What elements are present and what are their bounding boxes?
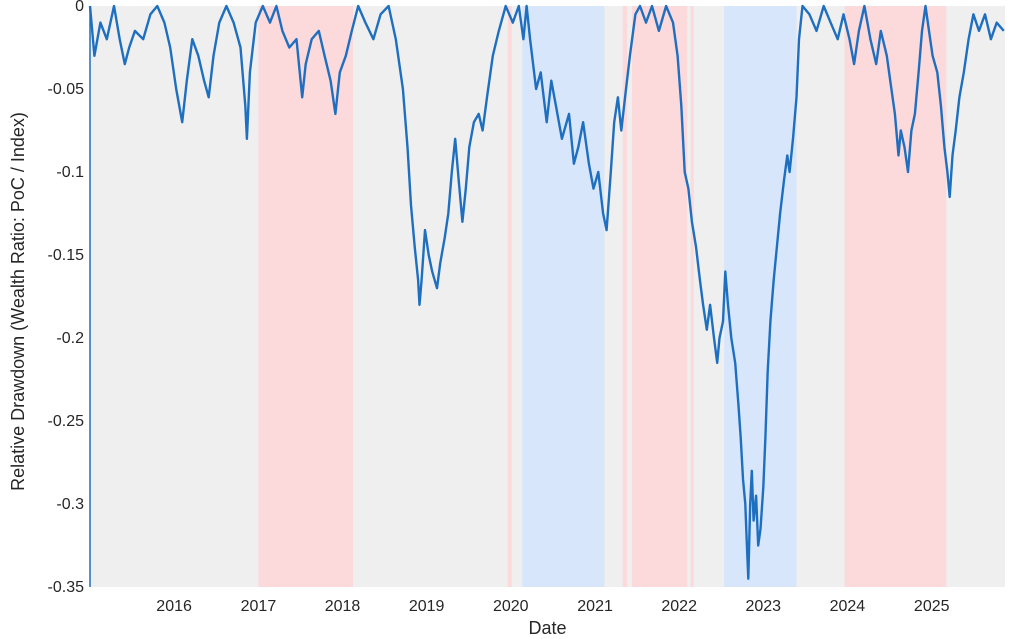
y-tick-label: -0.15 [48, 247, 85, 264]
x-tick-label-2023: 2023 [745, 598, 781, 615]
y-tick-label: -0.3 [56, 496, 84, 513]
regime-band-2 [507, 6, 512, 587]
x-tick-label-2017: 2017 [241, 598, 277, 615]
y-tick-label: -0.25 [48, 413, 85, 430]
y-tick-label: -0.05 [48, 81, 85, 98]
x-tick-label-2024: 2024 [830, 598, 866, 615]
y-tick-labels: 0 -0.05 -0.1 -0.15 -0.2 -0.25 -0.3 -0.35 [48, 0, 85, 596]
regime-band-8 [844, 6, 947, 587]
y-axis-label: Relative Drawdown (Wealth Ratio: PoC / I… [8, 112, 28, 491]
regime-band-4 [622, 6, 628, 587]
x-tick-label-2022: 2022 [661, 598, 697, 615]
series-line-1 [88, 4, 1005, 580]
x-tick-label-2019: 2019 [409, 598, 445, 615]
x-axis-label: Date [528, 618, 566, 638]
regime-band-5 [631, 6, 688, 587]
series-layer [88, 4, 1005, 580]
regime-band-6 [690, 6, 694, 587]
y-tick-label: 0 [75, 0, 84, 15]
x-tick-label-2020: 2020 [493, 598, 529, 615]
x-tick-label-2025: 2025 [914, 598, 950, 615]
regime-band-7 [724, 6, 797, 587]
x-tick-labels: 2016 2017 2018 2019 2020 2021 2022 2023 2024 2025 [156, 598, 949, 615]
y-tick-label: -0.35 [48, 579, 85, 596]
regime-band-3 [522, 6, 605, 587]
x-tick-label-2018: 2018 [325, 598, 361, 615]
y-tick-label: -0.2 [56, 330, 84, 347]
y-tick-label: -0.1 [56, 164, 84, 181]
x-tick-label-2016: 2016 [156, 598, 192, 615]
x-tick-label-2021: 2021 [577, 598, 613, 615]
